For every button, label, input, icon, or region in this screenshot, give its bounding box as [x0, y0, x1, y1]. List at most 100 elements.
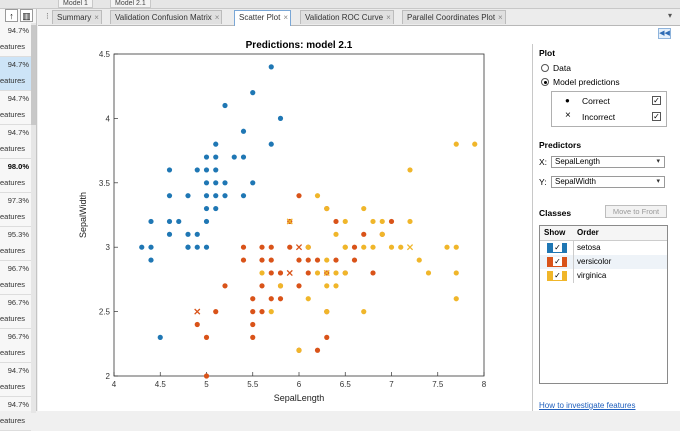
model-accuracy: 96.7%: [7, 264, 29, 273]
tab-parallel-coordinates-plot[interactable]: Parallel Coordinates Plot ×: [402, 10, 506, 24]
versicolor-correct-point: [268, 244, 274, 250]
delete-model-button[interactable]: ▥: [20, 9, 33, 22]
virginica-correct-point: [407, 218, 413, 225]
model-item[interactable]: 94.7% eatures: [0, 91, 31, 125]
setosa-correct-point: [166, 167, 173, 173]
document-tab-model-2-1[interactable]: Model 2.1: [110, 0, 151, 8]
versicolor-correct-point: [250, 309, 256, 315]
model-predictions-radio[interactable]: [541, 78, 549, 86]
setosa-correct-point: [240, 128, 247, 134]
setosa-show-checkbox[interactable]: ✓: [553, 243, 562, 252]
tab-close-icon[interactable]: ×: [283, 13, 289, 22]
models-scrollbar[interactable]: [31, 23, 36, 413]
virginica-correct-point: [407, 167, 413, 173]
incorrect-checkbox[interactable]: ✓: [652, 112, 661, 121]
model-features-label: eatures: [0, 144, 26, 153]
model-item[interactable]: 94.7% eatures: [0, 363, 31, 397]
tab-close-icon[interactable]: ×: [214, 13, 220, 22]
setosa-correct-point: [203, 205, 210, 212]
model-item[interactable]: 98.0% eatures: [0, 159, 31, 193]
x-predictor-dropdown[interactable]: SepalLength ▾: [551, 156, 665, 168]
class-row-setosa[interactable]: ✓ setosa: [540, 241, 667, 255]
model-item[interactable]: 94.7% eatures: [0, 125, 31, 159]
tab-validation-roc-curve[interactable]: Validation ROC Curve ×: [300, 10, 394, 24]
move-to-front-button[interactable]: Move to Front: [605, 205, 667, 218]
x-tick-label: 5: [204, 380, 209, 389]
model-item[interactable]: 95.3% eatures: [0, 227, 31, 261]
correct-checkbox[interactable]: ✓: [652, 96, 661, 105]
virginica-correct-point: [324, 309, 330, 315]
data-radio-label: Data: [553, 63, 571, 73]
virginica-correct-point: [305, 244, 311, 250]
setosa-correct-point: [268, 64, 274, 70]
versicolor-correct-point: [240, 244, 247, 250]
model-accuracy: 96.7%: [7, 298, 29, 307]
classes-table: Show Order ✓ setosa ✓ versicolor ✓ virgi…: [539, 225, 668, 384]
tab-scatter-plot[interactable]: Scatter Plot ×: [234, 10, 292, 26]
versicolor-correct-point: [370, 270, 376, 276]
virginica-correct-point: [342, 244, 348, 250]
correct-marker-icon: ●: [565, 96, 570, 105]
arrow-up-icon: ↑: [9, 11, 14, 21]
tab-menu-icon[interactable]: ▾: [667, 11, 672, 20]
model-features-label: eatures: [0, 280, 26, 289]
virginica-correct-point: [453, 270, 459, 276]
document-tab-model-1[interactable]: Model 1: [58, 0, 93, 8]
virginica-correct-point: [379, 231, 385, 237]
model-item[interactable]: 96.7% eatures: [0, 329, 31, 363]
versicolor-correct-point: [305, 257, 311, 263]
model-accuracy: 94.7%: [7, 400, 29, 409]
versicolor-show-checkbox[interactable]: ✓: [553, 257, 562, 266]
tab-close-icon[interactable]: ×: [386, 13, 391, 22]
model-item[interactable]: 94.7% eatures: [0, 23, 31, 57]
tab-close-icon[interactable]: ×: [94, 13, 99, 22]
data-radio[interactable]: [541, 64, 549, 72]
tab-summary[interactable]: Summary ×: [52, 10, 102, 24]
setosa-color-swatch: ✓: [547, 243, 567, 253]
setosa-correct-point: [166, 231, 173, 237]
setosa-correct-point: [240, 154, 247, 160]
model-item[interactable]: 94.7% eatures: [0, 397, 31, 431]
setosa-correct-point: [194, 231, 200, 237]
x-tick-label: 6.5: [340, 380, 352, 389]
tab-label: Parallel Coordinates Plot: [407, 13, 496, 22]
setosa-correct-point: [250, 90, 256, 96]
versicolor-incorrect-point: [194, 308, 201, 315]
x-predictor-value: SepalLength: [555, 157, 600, 166]
x-predictor-label: X:: [539, 157, 548, 167]
setosa-correct-point: [250, 180, 256, 186]
model-accuracy: 94.7%: [7, 128, 29, 137]
chevron-down-icon: ▾: [656, 158, 660, 165]
virginica-correct-point: [342, 218, 348, 225]
tab-validation-confusion-matrix[interactable]: Validation Confusion Matrix ×: [110, 10, 223, 24]
collapse-panel-button[interactable]: ◀◀: [658, 28, 671, 39]
class-row-versicolor[interactable]: ✓ versicolor: [540, 255, 667, 269]
plot-section-heading: Plot: [539, 48, 556, 58]
virginica-correct-point: [453, 141, 459, 147]
setosa-correct-point: [213, 154, 219, 160]
setosa-correct-point: [213, 205, 219, 212]
model-item[interactable]: 96.7% eatures: [0, 261, 31, 295]
model-item[interactable]: 96.7% eatures: [0, 295, 31, 329]
models-scrollbar-thumb[interactable]: [31, 25, 36, 125]
y-predictor-dropdown[interactable]: SepalWidth ▾: [551, 176, 665, 188]
setosa-correct-point: [203, 167, 210, 173]
class-row-virginica[interactable]: ✓ virginica: [540, 269, 667, 283]
check-icon: ✓: [554, 257, 561, 266]
model-item[interactable]: 97.3% eatures: [0, 193, 31, 227]
setosa-correct-point: [240, 193, 247, 199]
versicolor-correct-point: [314, 257, 321, 263]
help-link[interactable]: How to investigate features: [539, 401, 636, 410]
virginica-show-checkbox[interactable]: ✓: [553, 271, 562, 280]
tab-close-icon[interactable]: ×: [498, 13, 503, 22]
model-accuracy: 94.7%: [7, 60, 29, 69]
versicolor-correct-point: [296, 193, 302, 199]
virginica-correct-point: [305, 296, 311, 302]
versicolor-correct-point: [268, 270, 274, 276]
virginica-correct-point: [361, 309, 367, 315]
plot-options-panel: Plot Data Model predictions ● Correct ✓ …: [532, 44, 675, 411]
setosa-correct-point: [222, 193, 228, 199]
model-item[interactable]: 94.7% eatures: [0, 57, 31, 91]
sort-up-button[interactable]: ↑: [5, 9, 18, 22]
virginica-correct-point: [453, 296, 459, 302]
